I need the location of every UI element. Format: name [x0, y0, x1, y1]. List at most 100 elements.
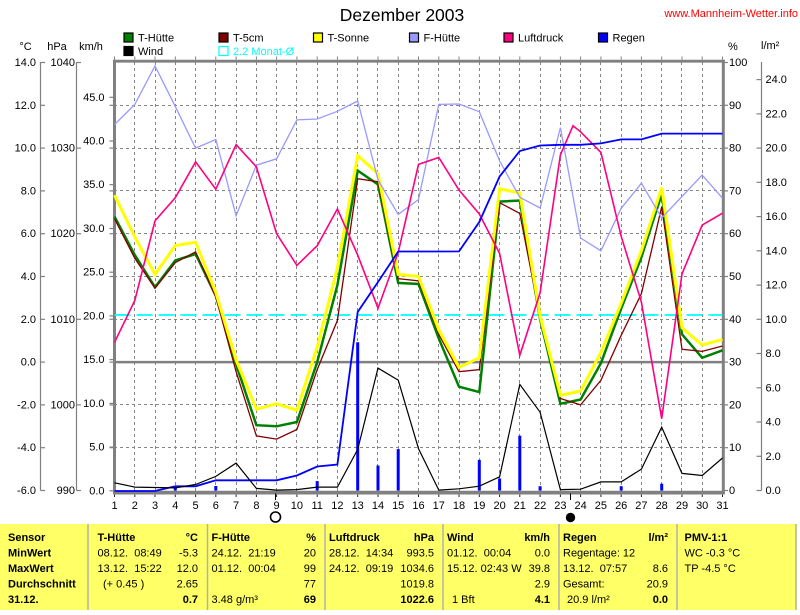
- svg-text:31.12.: 31.12.: [8, 594, 39, 606]
- svg-text:4.1: 4.1: [535, 594, 550, 606]
- svg-text:1040: 1040: [51, 57, 75, 69]
- svg-text:km/h: km/h: [79, 41, 103, 53]
- svg-text:l/m²: l/m²: [761, 40, 780, 52]
- svg-text:(+ 0.45 ): (+ 0.45 ): [103, 579, 144, 591]
- svg-text:4.0: 4.0: [21, 271, 36, 283]
- svg-text:11: 11: [311, 500, 322, 512]
- svg-text:20.0: 20.0: [83, 310, 104, 322]
- svg-text:1030: 1030: [51, 143, 75, 155]
- svg-text:990: 990: [57, 485, 75, 497]
- svg-text:8: 8: [253, 500, 259, 512]
- svg-text:6.0: 6.0: [21, 228, 36, 240]
- svg-text:14.0: 14.0: [15, 57, 36, 69]
- svg-text:18.0: 18.0: [766, 177, 787, 189]
- svg-text:T-Hütte: T-Hütte: [98, 532, 136, 544]
- svg-text:16: 16: [412, 500, 424, 512]
- svg-text:3.48 g/m³: 3.48 g/m³: [212, 594, 259, 606]
- svg-text:25.0: 25.0: [83, 267, 104, 279]
- svg-text:2.0: 2.0: [766, 451, 781, 463]
- svg-text:Dezember 2003: Dezember 2003: [340, 5, 465, 25]
- svg-text:F-Hütte: F-Hütte: [212, 532, 251, 544]
- svg-text:24: 24: [574, 500, 586, 512]
- svg-text:Wind: Wind: [447, 532, 474, 544]
- svg-text:7: 7: [233, 500, 239, 512]
- svg-text:99: 99: [304, 563, 316, 575]
- svg-text:-6.0: -6.0: [17, 485, 36, 497]
- svg-text:13.12. 15:22: 13.12. 15:22: [98, 563, 162, 575]
- svg-text:01.12. 00:04: 01.12. 00:04: [212, 563, 276, 575]
- svg-text:MinWert: MinWert: [8, 548, 52, 560]
- svg-text:1010: 1010: [51, 314, 75, 326]
- svg-text:km/h: km/h: [524, 532, 550, 544]
- svg-text:1022.6: 1022.6: [400, 594, 434, 606]
- svg-text:Regentage: 12: Regentage: 12: [563, 548, 635, 560]
- svg-text:20: 20: [493, 500, 505, 512]
- svg-text:26: 26: [615, 500, 627, 512]
- svg-text:-5.3: -5.3: [179, 548, 198, 560]
- svg-text:40.0: 40.0: [83, 136, 104, 148]
- svg-text:24.12. 09:19: 24.12. 09:19: [329, 563, 393, 575]
- svg-text:9: 9: [274, 500, 280, 512]
- svg-text:-4.0: -4.0: [17, 442, 36, 454]
- svg-text:19: 19: [473, 500, 485, 512]
- svg-text:T-Sonne: T-Sonne: [328, 33, 370, 45]
- svg-text:2: 2: [132, 500, 138, 512]
- svg-text:Luftdruck: Luftdruck: [518, 33, 564, 45]
- svg-text:12.0: 12.0: [15, 100, 36, 112]
- svg-text:%: %: [306, 532, 316, 544]
- svg-text:Regen: Regen: [563, 532, 597, 544]
- svg-text:8.0: 8.0: [766, 348, 781, 360]
- svg-text:hPa: hPa: [47, 41, 67, 53]
- svg-text:13: 13: [352, 500, 364, 512]
- svg-text:08.12. 08:49: 08.12. 08:49: [98, 548, 162, 560]
- svg-text:2.2 Monat-Ø: 2.2 Monat-Ø: [233, 46, 295, 58]
- svg-text:1000: 1000: [51, 399, 75, 411]
- svg-text:23: 23: [554, 500, 566, 512]
- svg-text:Regen: Regen: [613, 33, 645, 45]
- svg-text:80: 80: [729, 143, 741, 155]
- svg-text:F-Hütte: F-Hütte: [424, 33, 461, 45]
- svg-text:69: 69: [304, 594, 316, 606]
- svg-text:01.12. 00:04: 01.12. 00:04: [447, 548, 511, 560]
- svg-text:17: 17: [433, 500, 445, 512]
- svg-text:16.0: 16.0: [766, 211, 787, 223]
- svg-text:Luftdruck: Luftdruck: [329, 532, 381, 544]
- svg-text:15.12. 02:43 W: 15.12. 02:43 W: [447, 563, 522, 575]
- svg-text:l/m²: l/m²: [648, 532, 668, 544]
- svg-text:6.0: 6.0: [766, 382, 781, 394]
- svg-text:2.65: 2.65: [177, 579, 198, 591]
- svg-text:hPa: hPa: [414, 532, 435, 544]
- svg-text:10.0: 10.0: [15, 143, 36, 155]
- svg-text:1019.8: 1019.8: [400, 579, 434, 591]
- svg-text:13.12. 07:57: 13.12. 07:57: [563, 563, 627, 575]
- svg-text:Sensor: Sensor: [8, 532, 46, 544]
- svg-text:T-5cm: T-5cm: [233, 33, 264, 45]
- svg-text:0.0: 0.0: [766, 485, 781, 497]
- svg-text:1: 1: [111, 500, 117, 512]
- svg-text:100: 100: [729, 57, 747, 69]
- svg-text:0.0: 0.0: [21, 357, 36, 369]
- svg-text:0.0: 0.0: [89, 485, 104, 497]
- svg-text:12: 12: [331, 500, 343, 512]
- svg-text:22.0: 22.0: [766, 108, 787, 120]
- svg-text:24.12. 21:19: 24.12. 21:19: [212, 548, 276, 560]
- svg-text:30: 30: [696, 500, 708, 512]
- svg-text:2.0: 2.0: [21, 314, 36, 326]
- svg-text:1034.6: 1034.6: [400, 563, 434, 575]
- svg-text:Durchschnitt: Durchschnitt: [8, 579, 76, 591]
- svg-text:14.0: 14.0: [766, 245, 787, 257]
- svg-text:28.12. 14:34: 28.12. 14:34: [329, 548, 393, 560]
- svg-text:29: 29: [676, 500, 688, 512]
- svg-text:3: 3: [152, 500, 158, 512]
- svg-text:14: 14: [372, 500, 384, 512]
- svg-text:60: 60: [729, 228, 741, 240]
- svg-text:4: 4: [172, 500, 178, 512]
- svg-text:50: 50: [729, 271, 741, 283]
- svg-text:WC -0.3 °C: WC -0.3 °C: [685, 548, 741, 560]
- svg-text:10: 10: [729, 442, 741, 454]
- svg-text:PMV-1:1: PMV-1:1: [685, 532, 728, 544]
- svg-text:12.0: 12.0: [177, 563, 198, 575]
- svg-text:8.0: 8.0: [21, 185, 36, 197]
- svg-text:70: 70: [729, 185, 741, 197]
- svg-text:Wind: Wind: [138, 46, 163, 58]
